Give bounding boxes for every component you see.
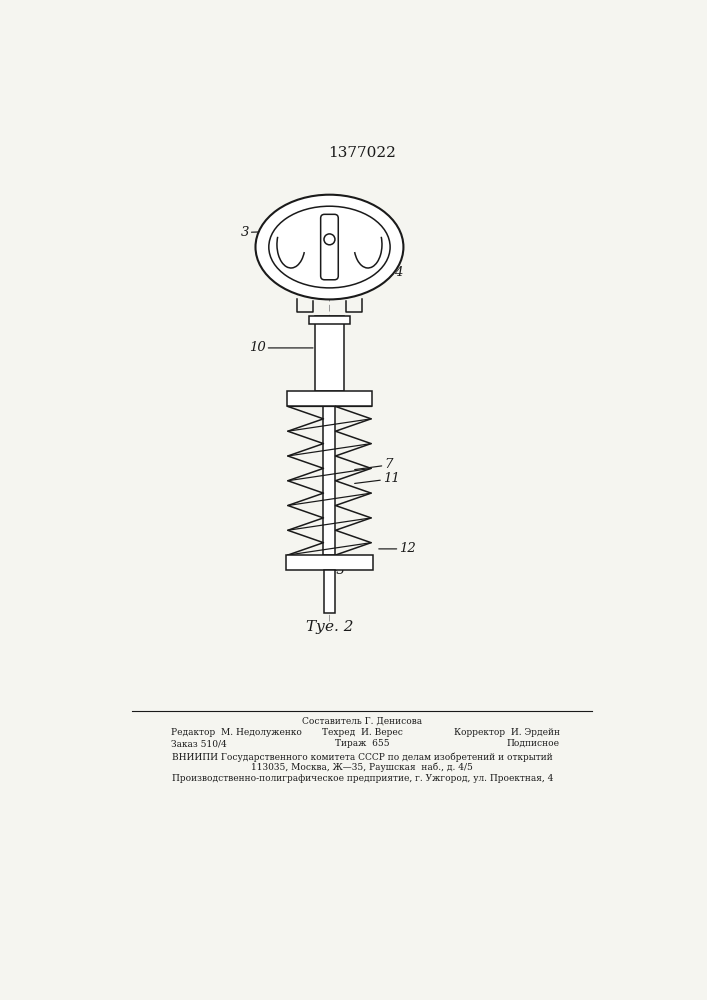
- Bar: [286, 555, 373, 570]
- Text: Заказ 510/4: Заказ 510/4: [170, 739, 226, 748]
- Bar: [287, 391, 372, 406]
- Text: 10: 10: [249, 341, 313, 354]
- FancyBboxPatch shape: [321, 214, 338, 280]
- Text: ВНИИПИ Государственного комитета СССР по делам изобретений и открытий: ВНИИПИ Государственного комитета СССР по…: [172, 752, 553, 762]
- Text: Производственно-полиграфическое предприятие, г. Ужгород, ул. Проектная, 4: Производственно-полиграфическое предприя…: [172, 774, 553, 783]
- Text: 113035, Москва, Ж—35, Раушская  наб., д. 4/5: 113035, Москва, Ж—35, Раушская наб., д. …: [252, 763, 473, 772]
- Text: 7: 7: [355, 458, 393, 471]
- Text: Τуе. 2: Τуе. 2: [305, 620, 354, 634]
- Bar: [315, 316, 344, 391]
- Text: Составитель Г. Денисова: Составитель Г. Денисова: [303, 717, 422, 726]
- Ellipse shape: [255, 195, 404, 299]
- Text: 1377022: 1377022: [328, 146, 397, 160]
- Text: Подписное: Подписное: [507, 739, 560, 748]
- Text: Корректор  И. Эрдейн: Корректор И. Эрдейн: [454, 728, 560, 737]
- Text: 3: 3: [240, 226, 269, 239]
- Text: 12: 12: [379, 542, 416, 555]
- Text: 4: 4: [373, 266, 402, 279]
- Text: Редактор  М. Недолуженко: Редактор М. Недолуженко: [170, 728, 301, 737]
- Text: Тираж  655: Тираж 655: [335, 739, 390, 748]
- Bar: [323, 406, 336, 555]
- Bar: [324, 570, 335, 613]
- Bar: [309, 316, 350, 324]
- Text: 11: 11: [355, 472, 399, 485]
- Text: 13: 13: [327, 564, 344, 577]
- Text: Техред  И. Верес: Техред И. Верес: [322, 728, 403, 737]
- Circle shape: [324, 234, 335, 245]
